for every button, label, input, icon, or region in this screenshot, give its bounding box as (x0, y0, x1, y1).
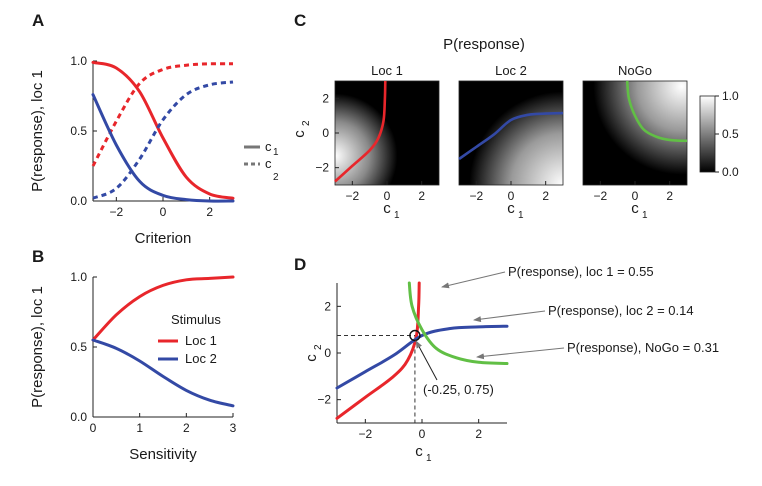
annotation-loc1: P(response), loc 1 = 0.55 (508, 264, 654, 279)
panel-a-ytick-label: 1.0 (70, 54, 87, 68)
legend-solid-label: c (265, 139, 272, 154)
panel-a-series-line-2 (91, 62, 234, 167)
panel-a: 0.0 0.5 1.0 −2 0 2 Criterion P(response), lo… (29, 54, 279, 247)
map-loc1-xtick-label: 0 (384, 189, 391, 203)
map-loc2-title: Loc 2 (495, 63, 527, 78)
map-nogo-xtick-label: 0 (632, 189, 639, 203)
panel-a-ytick-label: 0.5 (70, 124, 87, 138)
annotation-nogo: P(response), NoGo = 0.31 (567, 340, 719, 355)
map-nogo-title: NoGo (618, 63, 652, 78)
panel-b-series-line-2 (91, 338, 235, 408)
panel-d-ytick-label: −2 (317, 393, 331, 407)
panel-b-label: B (32, 247, 44, 266)
colorbar-tick-label: 1.0 (722, 89, 739, 103)
panel-b-xtick-label: 0 (90, 421, 97, 435)
annotation-loc2: P(response), loc 2 = 0.14 (548, 303, 694, 318)
panel-d-xtick-label: −2 (358, 427, 372, 441)
legend-solid-sub: 1 (273, 147, 279, 158)
panel-d-xlabel: c (415, 443, 423, 460)
panel-b-ylabel: P(response), loc 1 (29, 286, 46, 408)
map-loc2-xtick-label: −2 (469, 189, 483, 203)
annotation-nogo-arrow (476, 347, 565, 360)
map-loc1-contour (334, 80, 387, 183)
panel-a-label: A (32, 11, 44, 30)
legend-dashed-sub: 2 (273, 172, 279, 183)
panel-b-ytick-label: 1.0 (70, 270, 87, 284)
panel-d-ytick-label: 2 (324, 299, 331, 313)
map-nogo-xtick-label: 2 (666, 189, 673, 203)
panel-c-label: C (294, 11, 306, 30)
panel-b-xtick-label: 2 (183, 421, 190, 435)
panel-a-xtick-label: 2 (206, 205, 213, 219)
panel-d-series-line-2 (335, 324, 509, 390)
legend-loc1-label: Loc 1 (185, 333, 217, 348)
panel-b-xlabel: Sensitivity (129, 446, 197, 463)
map-loc1-title: Loc 1 (371, 63, 403, 78)
panel-c: P(response) Loc 1 Loc 2 NoGo −2 0 2 −2 0 2 −2 0… (291, 36, 739, 221)
map-nogo-xlabel-sub: 1 (642, 210, 648, 221)
panel-a-ytick-label: 0.0 (70, 194, 87, 208)
panel-c-ylabel: c (291, 130, 308, 138)
panel-d-ylabel: c (303, 354, 320, 362)
intersection-label: (-0.25, 0.75) (423, 382, 494, 397)
panel-a-series-line-3 (91, 93, 235, 203)
map-loc2-xtick-label: 2 (542, 189, 549, 203)
panel-a-ylabel: P(response), loc 1 (29, 70, 46, 192)
colorbar (699, 95, 716, 173)
colorbar-tick-label: 0.5 (722, 127, 739, 141)
panel-b-ytick-label: 0.0 (70, 410, 87, 424)
panel-b-legend: Stimulus Loc 1 Loc 2 (158, 312, 221, 366)
legend-loc2-label: Loc 2 (185, 351, 217, 366)
panel-c-ytick-label: 2 (322, 91, 329, 105)
panel-d-xtick-label: 2 (475, 427, 482, 441)
panel-c-ytick-label: 0 (322, 126, 329, 140)
panel-d-series-line-3 (407, 281, 509, 365)
panel-d-annotations: P(response), loc 1 = 0.55 P(response), l… (415, 264, 719, 397)
map-loc1-xlabel: c (383, 200, 391, 217)
legend-dashed-label: c (265, 156, 272, 171)
map-nogo-contour (625, 80, 688, 143)
panel-b-legend-title: Stimulus (171, 312, 221, 327)
panel-d-ytick-label: 0 (324, 346, 331, 360)
intersection-marker (409, 329, 421, 342)
map-loc1-xlabel-sub: 1 (394, 210, 400, 221)
annotation-loc1-arrow (441, 271, 506, 289)
intersection-arrow (415, 340, 438, 381)
panel-a-series-line-1 (91, 60, 235, 200)
map-nogo-xlabel: c (631, 200, 639, 217)
panel-a-xtick-label: 0 (160, 205, 167, 219)
panel-c-ytick-label: −2 (315, 161, 329, 175)
panel-d-xtick-label: 0 (419, 427, 426, 441)
panel-b: 0.0 0.5 1.0 0 1 2 3 Sensitivity P(response), … (29, 270, 237, 463)
map-loc1-xtick-label: −2 (345, 189, 359, 203)
colorbar-tick-label: 0.0 (722, 165, 739, 179)
map-loc2-xlabel: c (507, 200, 515, 217)
panel-a-series-line-4 (92, 80, 234, 200)
map-loc2-xtick-label: 0 (508, 189, 515, 203)
panel-b-xtick-label: 3 (230, 421, 237, 435)
panel-a-legend: c 1 c 2 (244, 139, 279, 183)
map-loc2-contour (458, 111, 564, 161)
panel-d-series-line-1 (335, 281, 421, 420)
panel-b-series-line-1 (91, 275, 235, 342)
panel-d-ylabel-sub: 2 (313, 344, 324, 350)
panel-d-label: D (294, 255, 306, 274)
panel-d: −202−2 0 2 c 1 c 2 P(response), loc 1 = 0.… (303, 264, 719, 464)
map-loc1-xtick-label: 2 (418, 189, 425, 203)
panel-c-ylabel-sub: 2 (301, 120, 312, 126)
heatmap-nogo (582, 80, 688, 186)
annotation-loc2-arrow (473, 310, 546, 323)
heatmap-loc1 (334, 80, 440, 186)
map-nogo-xtick-label: −2 (593, 189, 607, 203)
panel-a-xtick-label: −2 (109, 205, 123, 219)
panel-a-xlabel: Criterion (135, 230, 192, 247)
panel-b-ytick-label: 0.5 (70, 340, 87, 354)
map-loc2-xlabel-sub: 1 (518, 210, 524, 221)
panel-b-xtick-label: 1 (136, 421, 143, 435)
panel-d-xlabel-sub: 1 (426, 453, 432, 464)
panel-c-title: P(response) (443, 36, 525, 53)
heatmap-loc2 (458, 80, 564, 186)
